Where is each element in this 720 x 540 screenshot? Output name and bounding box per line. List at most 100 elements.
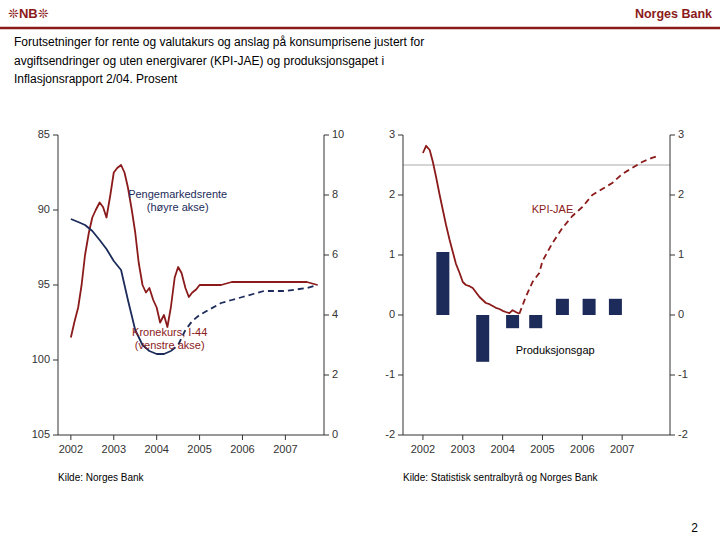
y-tick	[398, 195, 403, 196]
source: Kilde: Statistisk sentralbyrå og Norges …	[403, 472, 599, 483]
y-tick-label: -1	[385, 368, 395, 380]
bar	[476, 315, 489, 362]
x-tick	[622, 435, 623, 440]
annotation: Pengemarkedsrente(høyre akse)	[128, 187, 227, 212]
figure: ❊NB❊Norges BankForutsetninger for rente …	[0, 0, 720, 540]
header-logo: ❊NB❊	[8, 6, 49, 21]
y2-tick-label: 0	[678, 308, 684, 320]
chart-panel: 200220032004200520062007-2-10123-2-10123…	[385, 128, 688, 483]
y2-tick	[670, 135, 675, 136]
y-tick-label: 85	[38, 128, 50, 140]
bar	[436, 252, 449, 315]
y-tick-label: 95	[38, 278, 50, 290]
y2-tick-label: 10	[332, 128, 344, 140]
header-rule	[0, 27, 720, 30]
x-tick-label: 2003	[102, 443, 126, 455]
x-axis-line	[58, 435, 324, 436]
y2-tick	[670, 435, 675, 436]
text-line: Pengemarkedsrente	[128, 187, 227, 199]
chart-panel: 2002200320042005200620078590951001050246…	[32, 128, 345, 483]
x-tick-label: 2005	[530, 443, 554, 455]
background	[0, 0, 720, 540]
y2-axis-line	[324, 135, 325, 435]
line	[423, 146, 519, 314]
x-tick	[502, 435, 503, 440]
x-tick	[242, 435, 243, 440]
x-tick	[422, 435, 423, 440]
y2-tick-label: 2	[678, 188, 684, 200]
y2-tick-label: 2	[332, 368, 338, 380]
x-tick	[462, 435, 463, 440]
x-tick	[542, 435, 543, 440]
annotation: Produksjonsgap	[516, 344, 595, 356]
target-line	[403, 165, 670, 166]
bar	[583, 299, 596, 315]
text-line: Kronekurs, I-44	[132, 325, 207, 337]
y2-tick-label: 1	[678, 248, 684, 260]
x-tick	[199, 435, 200, 440]
y-tick-label: 0	[389, 308, 395, 320]
y-tick	[53, 210, 58, 211]
y2-tick-label: 4	[332, 308, 338, 320]
x-tick-label: 2005	[187, 443, 211, 455]
y2-tick	[324, 375, 329, 376]
text-line: (venstre akse)	[135, 338, 205, 350]
y-tick	[398, 135, 403, 136]
y2-tick-label: -1	[678, 368, 688, 380]
title-line: Inflasjonsrapport 2/04. Prosent	[14, 72, 178, 86]
text-line: KPI-JAE	[532, 203, 574, 215]
y2-tick-label: -2	[678, 428, 688, 440]
page-number: 2	[691, 521, 698, 535]
y-tick-label: -2	[385, 428, 395, 440]
bar	[529, 315, 542, 328]
y-tick-label: 90	[38, 203, 50, 215]
y-tick	[398, 255, 403, 256]
bar	[506, 315, 519, 328]
y2-tick	[324, 255, 329, 256]
y2-tick-label: 3	[678, 128, 684, 140]
title: Forutsetninger for rente og valutakurs o…	[14, 35, 424, 86]
x-tick-label: 2004	[490, 443, 514, 455]
y2-tick	[324, 435, 329, 436]
x-tick	[582, 435, 583, 440]
axes: 200220032004200520062007-2-10123-2-10123	[385, 128, 688, 455]
y2-tick	[670, 255, 675, 256]
x-tick	[113, 435, 114, 440]
y-tick-label: 105	[32, 428, 50, 440]
y2-tick	[324, 195, 329, 196]
x-tick-label: 2002	[59, 443, 83, 455]
y2-tick	[670, 375, 675, 376]
y-tick-label: 2	[389, 188, 395, 200]
y-axis-line	[403, 135, 404, 435]
x-tick-label: 2003	[451, 443, 475, 455]
x-tick	[285, 435, 286, 440]
line	[519, 156, 658, 314]
title-line: Forutsetninger for rente og valutakurs o…	[14, 35, 424, 49]
y-tick	[398, 435, 403, 436]
x-tick	[70, 435, 71, 440]
y-tick	[53, 285, 58, 286]
plot-area	[403, 146, 670, 362]
x-tick-label: 2002	[411, 443, 435, 455]
y2-tick	[670, 315, 675, 316]
x-tick	[156, 435, 157, 440]
x-tick-label: 2006	[230, 443, 254, 455]
x-tick-label: 2007	[610, 443, 634, 455]
y2-tick-label: 0	[332, 428, 338, 440]
x-tick-label: 2006	[570, 443, 594, 455]
annotation: Kronekurs, I-44(venstre akse)	[132, 325, 207, 350]
y-tick-label: 1	[389, 248, 395, 260]
y2-tick-label: 8	[332, 188, 338, 200]
source: Kilde: Norges Bank	[58, 472, 145, 483]
x-tick-label: 2004	[144, 443, 168, 455]
y2-tick-label: 6	[332, 248, 338, 260]
y-tick	[398, 375, 403, 376]
y2-tick	[324, 135, 329, 136]
bar	[609, 299, 622, 315]
y-tick	[53, 135, 58, 136]
text-line: Produksjonsgap	[516, 344, 595, 356]
y-tick-label: 100	[32, 353, 50, 365]
plot-area	[71, 165, 318, 354]
annotation: KPI-JAE	[532, 203, 574, 215]
x-axis-line	[403, 435, 670, 436]
